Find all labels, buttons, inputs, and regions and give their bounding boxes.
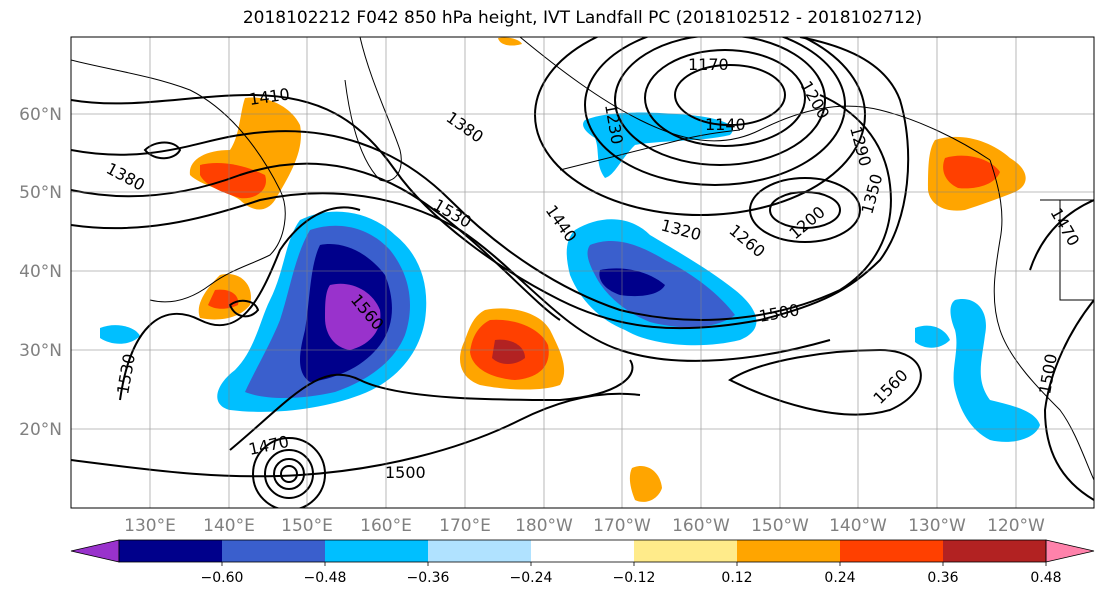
colorbar-tick-label: 0.24 [824,570,855,586]
coastline-alaska [519,37,991,161]
ivt-negative-region-north [583,112,733,178]
contour-line [728,348,922,416]
lon-label: 150°E [281,516,333,536]
contour-line [749,177,861,243]
contour-line [143,141,182,160]
colorbar-segment [634,540,737,562]
ivt-positive-region-central-core [492,339,525,364]
contour-line [534,37,866,216]
contour-line [228,299,260,318]
colorbar-segment [325,540,428,562]
longitude-labels: 130°E 140°E 150°E 160°E 170°E 180°W 170°… [124,516,1045,536]
contour-line [1029,199,1094,271]
contour-line [252,437,326,508]
contour-label: 1170 [688,55,729,74]
contour-label: 1140 [705,115,746,134]
colorbar-extend-min [70,539,120,563]
colorbar-segment [531,540,634,562]
lon-label: 170°W [593,516,651,536]
colorbar-tick-label: −0.60 [201,570,244,586]
ivt-negative-region-east [950,299,1040,442]
colorbar-segment [222,540,325,562]
coastline-north-america [989,159,1094,481]
lon-label: 160°E [360,516,412,536]
colorbar-segment [119,540,222,562]
coastlines [71,37,1094,481]
ivt-negative-region-japan-south [100,325,140,344]
lon-label: 130°W [908,516,966,536]
colorbar-extend-max [1045,539,1095,563]
colorbar-tick-label: −0.12 [613,570,656,586]
contour-label: 1500 [385,463,426,482]
colorbar-segment [943,540,1046,562]
contour-line [280,465,298,483]
contour-line [264,449,314,499]
colorbar-segment [737,540,840,562]
lon-label: 130°E [124,516,176,536]
contour-line [1043,299,1094,501]
ivt-negative-region-central-core [599,268,665,297]
contour-line [71,162,561,321]
ivt-positive-small-1 [629,466,662,502]
graticule [71,37,1094,508]
ivt-positive-small-2 [498,37,522,46]
colorbar-segment [840,540,943,562]
contour-line [71,392,641,478]
coastline-asia [71,59,286,303]
lon-label: 140°E [203,516,255,536]
colorbar-tick-label: −0.24 [510,570,553,586]
contour-line [119,206,361,401]
contour-line [229,359,634,451]
contour-line [674,64,786,126]
contour-line [71,94,892,321]
figure-title: 2018102212 F042 850 hPa height, IVT Land… [242,8,923,28]
contour-line [644,49,806,147]
lat-label: 30°N [19,341,62,361]
lat-label: 40°N [19,262,62,282]
ivt-shading [100,37,1040,502]
latitude-labels: 60°N 50°N 40°N 30°N 20°N [19,105,62,440]
colorbar: −0.60 −0.48 −0.36 −0.24 −0.12 0.12 0.24 0.36 0.4… [70,539,1095,586]
colorbar-tick-label: 0.36 [927,570,958,586]
ivt-negative-region-east-small [915,325,950,348]
lon-label: 180°W [515,516,573,536]
lon-label: 140°W [829,516,887,536]
contour-line [273,458,305,490]
colorbar-tick-label: 0.12 [721,570,752,586]
colorbar-frame [118,539,1047,563]
colorbar-tick-label: 0.48 [1030,570,1061,586]
colorbar-segment [428,540,531,562]
contour-line [71,192,831,362]
state-border [1059,200,1094,301]
colorbar-tick-label: −0.36 [407,570,450,586]
colorbar-tick-label: −0.48 [304,570,347,586]
lon-label: 150°W [751,516,809,536]
lon-label: 170°E [439,516,491,536]
lat-label: 60°N [19,105,62,125]
coastline-kamchatka [344,37,402,182]
coastline-aleutians [559,129,741,171]
map-frame [70,36,1095,509]
ivt-negative-region-west-peak [325,283,381,350]
contour-line [71,37,910,330]
lat-label: 50°N [19,183,62,203]
lat-label: 20°N [19,420,62,440]
ivt-positive-region-pnw-core [943,155,1000,189]
contour-line [614,37,826,166]
lon-label: 160°W [672,516,730,536]
lon-label: 120°W [987,516,1045,536]
contour-line [584,37,846,186]
height-contours [71,37,1094,508]
